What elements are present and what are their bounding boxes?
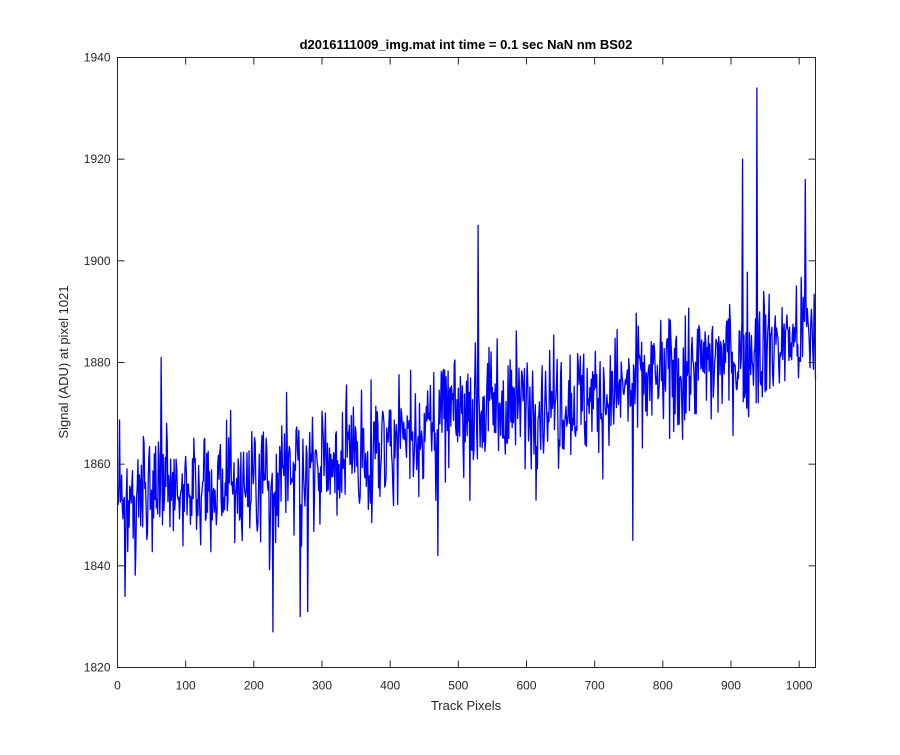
x-tick-label: 800 [653,679,673,693]
x-axis: 0 100 200 300 400 500 600 700 800 900 1000 [114,57,813,693]
y-tick-label: 1940 [84,51,111,65]
x-tick-label: 1000 [786,679,813,693]
x-axis-label: Track Pixels [431,698,502,713]
series-layer [117,87,817,633]
x-tick-label: 100 [176,679,196,693]
x-tick-label: 300 [312,679,332,693]
x-tick-label: 600 [516,679,536,693]
x-tick-label: 500 [448,679,468,693]
y-tick-label: 1920 [84,152,111,166]
x-tick-label: 200 [244,679,264,693]
chart-title: d2016111009_img.mat int time = 0.1 sec N… [300,37,633,52]
y-tick-label: 1880 [84,356,111,370]
signal-series-line [117,87,817,633]
y-tick-label: 1840 [84,559,111,573]
x-tick-label: 700 [585,679,605,693]
x-tick-label: 0 [114,679,121,693]
y-tick-label: 1900 [84,254,111,268]
x-tick-label: 400 [380,679,400,693]
y-tick-label: 1820 [84,661,111,675]
y-axis: 1820 1840 1860 1880 1900 1920 1940 [84,51,816,675]
y-tick-label: 1860 [84,457,111,471]
y-axis-label: Signal (ADU) at pixel 1021 [56,285,71,438]
x-tick-label: 900 [721,679,741,693]
